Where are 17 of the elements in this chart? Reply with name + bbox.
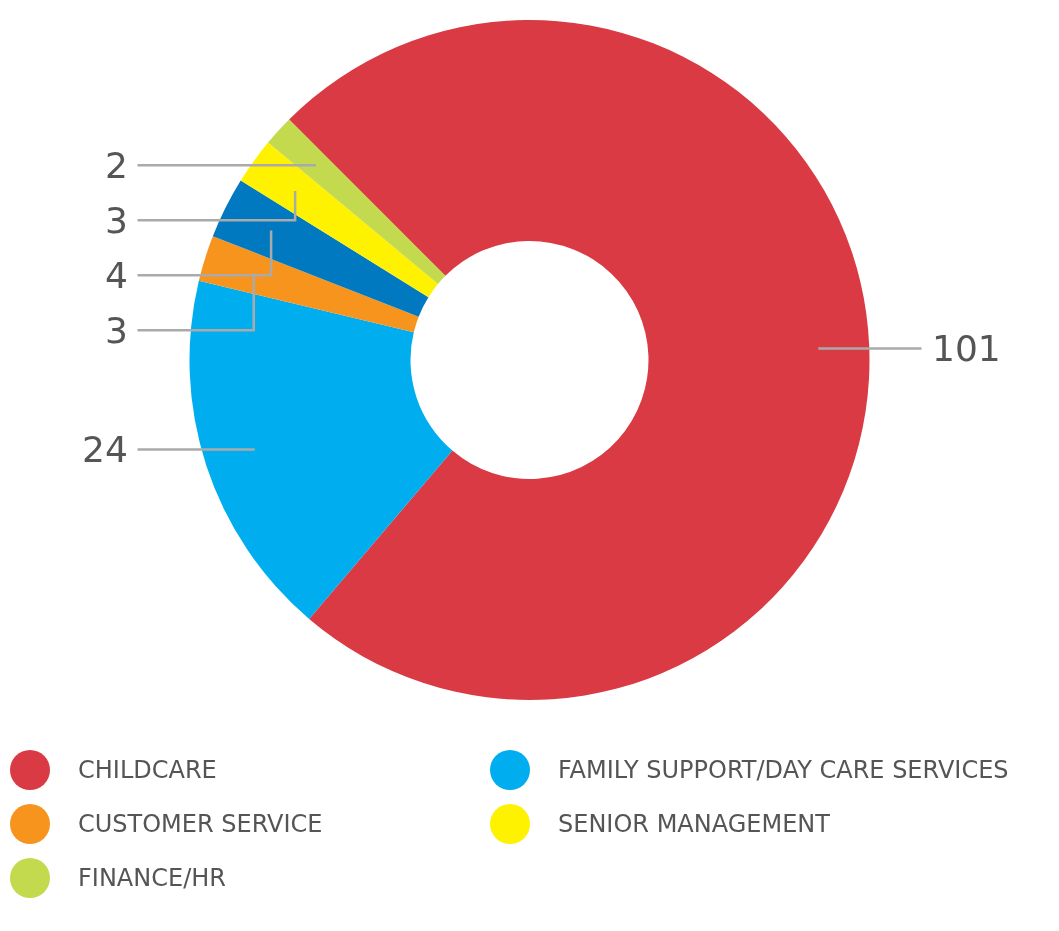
data-label: 2: [105, 145, 128, 186]
data-label: 101: [932, 328, 1001, 369]
legend-label: CUSTOMER SERVICE: [78, 810, 323, 838]
legend-label: SENIOR MANAGEMENT: [558, 810, 830, 838]
donut-slice: [198, 236, 419, 333]
donut-slice: [240, 142, 438, 298]
data-label: 3: [105, 200, 128, 241]
legend-label: FINANCE/HR: [78, 864, 226, 892]
legend-label: CHILDCARE: [78, 756, 217, 784]
donut-slice: [268, 119, 446, 284]
data-label: 3: [105, 310, 128, 351]
data-label: 24: [82, 429, 128, 470]
data-label: 4: [105, 255, 128, 296]
legend-label: FAMILY SUPPORT/DAY CARE SERVICES: [558, 756, 1009, 784]
donut-slice: [212, 180, 429, 317]
donut-slice: [289, 20, 870, 700]
donut-slice: [189, 280, 453, 619]
